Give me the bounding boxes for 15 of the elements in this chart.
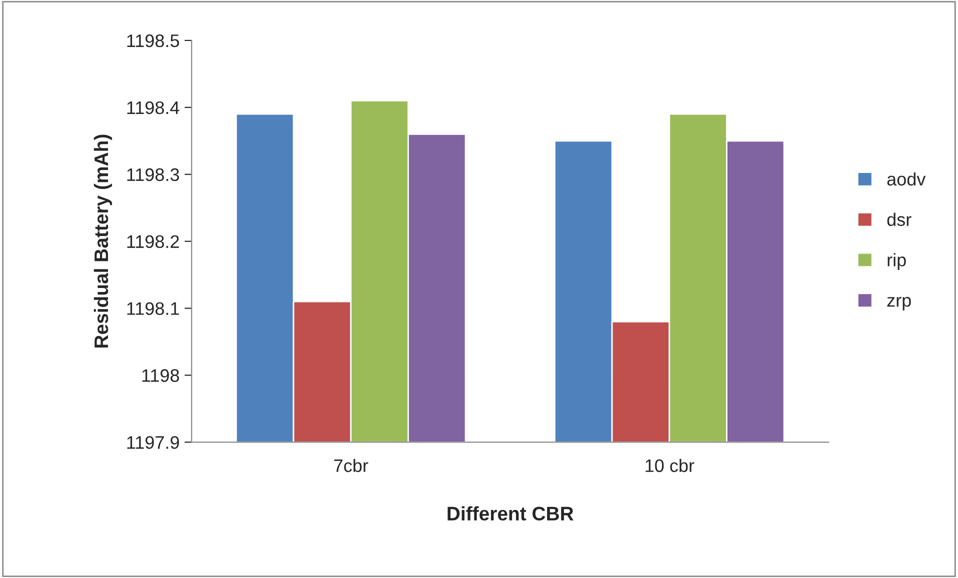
x-axis-title: Different CBR xyxy=(448,506,574,521)
legend-label: aodv xyxy=(887,172,926,186)
y-tick-label: 1197.9 xyxy=(127,436,179,449)
x-tick-label: 7cbr xyxy=(334,458,368,472)
y-tick-label: 1198 xyxy=(142,369,180,382)
y-tick-label: 1198.5 xyxy=(127,34,180,48)
y-tick-label: 1198.3 xyxy=(127,168,180,182)
y-tick-label: 1198.1 xyxy=(127,302,179,315)
y-tick-label: 1198.4 xyxy=(127,101,180,114)
y-tick-label: 1198.2 xyxy=(127,235,179,248)
legend-label: rip xyxy=(888,253,906,270)
x-tick-label: 10 cbr xyxy=(646,458,694,472)
y-axis-title: Residual Battery (mAh) xyxy=(94,134,112,348)
legend-label: zrp xyxy=(887,296,911,310)
legend-label: dsr xyxy=(887,212,912,226)
